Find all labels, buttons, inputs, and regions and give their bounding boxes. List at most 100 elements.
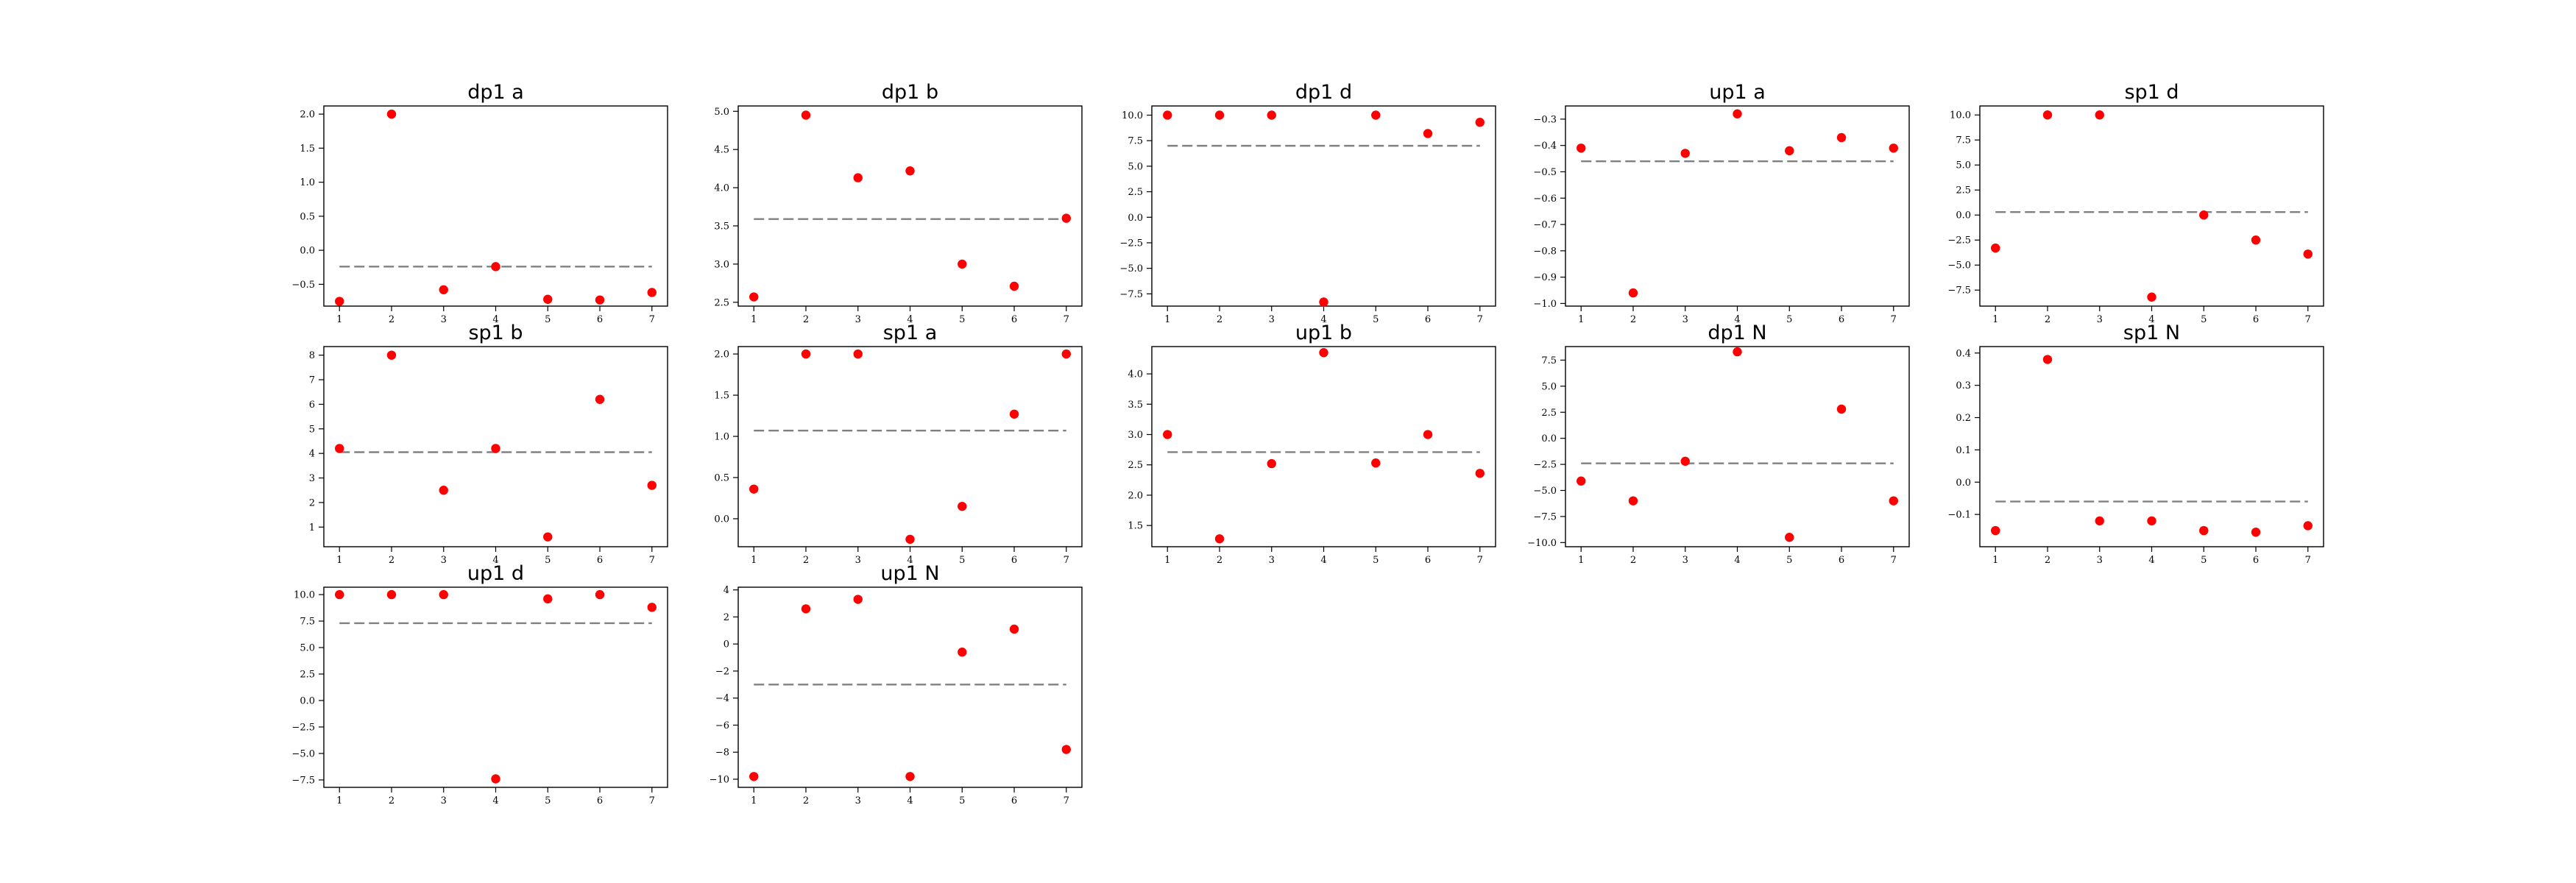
x-tick-label: 1 [1578, 555, 1584, 566]
data-point [439, 486, 448, 495]
data-point [1475, 118, 1485, 127]
y-tick-label: 10.0 [294, 590, 315, 601]
x-tick-label: 6 [597, 795, 603, 806]
data-point [491, 444, 500, 453]
data-point [1009, 281, 1019, 291]
data-point [1371, 458, 1381, 468]
data-point [1785, 146, 1794, 156]
data-point [1991, 243, 2000, 253]
data-point [958, 648, 967, 657]
x-tick-label: 6 [1839, 555, 1844, 566]
y-tick-label: −5.0 [1119, 263, 1143, 274]
y-tick-label: −10.0 [1527, 538, 1557, 549]
data-point [1371, 110, 1381, 120]
y-tick-label: 1.0 [714, 432, 729, 443]
y-tick-label: 4.5 [714, 145, 729, 156]
panel-title: dp1 a [467, 81, 524, 104]
x-tick-label: 2 [1217, 555, 1222, 566]
y-tick-label: −5.0 [291, 748, 315, 759]
data-point [1423, 430, 1433, 439]
data-point [1009, 624, 1019, 634]
data-point [1889, 496, 1898, 506]
y-tick-label: 0.0 [300, 695, 315, 706]
y-tick-label: −2.5 [291, 722, 315, 733]
panel-up1-b: up1 b 1 2 3 4 5 6 7 1.5 2.0 2.5 3.0 3.5 4.0 [1128, 322, 1496, 566]
x-tick-label: 6 [1425, 314, 1431, 325]
x-tick-label: 2 [389, 795, 394, 806]
data-point [335, 589, 344, 600]
panel-title: up1 a [1709, 81, 1766, 104]
data-point [386, 109, 397, 119]
x-tick-label: 2 [1630, 314, 1636, 325]
panel-sp1-b: sp1 b 1 2 3 4 5 6 7 1 2 3 4 5 6 7 8 [309, 322, 668, 566]
data-point [2251, 528, 2261, 537]
x-tick-label: 4 [492, 795, 498, 806]
data-point [2303, 249, 2313, 259]
data-point [2199, 525, 2209, 536]
y-tick-label: 2.0 [300, 110, 315, 121]
x-tick-label: 1 [751, 314, 757, 325]
data-point [2303, 521, 2313, 531]
panel-dp1-d: dp1 d 1 2 3 4 5 6 7 −7.5 −5.0 −2.5 0.0 2.5 5.0 7.5 10.0 [1119, 81, 1496, 325]
data-point [647, 480, 657, 490]
data-point [2042, 110, 2053, 120]
x-tick-label: 4 [1320, 555, 1326, 566]
y-tick-label: −7.5 [1533, 511, 1557, 522]
x-tick-label: 7 [1064, 795, 1069, 806]
y-tick-label: 2.5 [1128, 460, 1143, 471]
x-tick-label: 1 [1992, 555, 1998, 566]
data-point [1628, 288, 1638, 298]
data-point [595, 589, 605, 600]
x-tick-label: 1 [1992, 314, 1998, 325]
data-point [1267, 458, 1276, 469]
data-point [1163, 430, 1172, 439]
data-point [1423, 129, 1433, 138]
data-point [595, 295, 605, 305]
data-point [749, 772, 759, 781]
y-tick-label: 1.5 [1128, 521, 1143, 532]
y-tick-label: 5 [309, 424, 315, 435]
x-tick-label: 1 [751, 795, 757, 806]
panel-up1-n: up1 N 1 2 3 4 5 6 7 −10 −8 −6 −4 −2 0 2 4 [710, 562, 1083, 806]
axes-frame [323, 105, 668, 307]
x-tick-label: 5 [2201, 555, 2207, 566]
data-point [1733, 347, 1742, 357]
y-tick-label: 0.0 [300, 246, 315, 257]
x-tick-label: 6 [1011, 795, 1017, 806]
y-tick-label: 2.5 [714, 297, 729, 308]
y-tick-label: −5.0 [1533, 486, 1557, 497]
panel-dp1-a: dp1 a 1 2 3 4 5 6 7 −0.5 0.0 0.5 1.0 1.5 2.0 [291, 81, 668, 325]
data-point [2147, 292, 2156, 302]
y-tick-label: 0.4 [1956, 348, 1971, 359]
y-tick-label: −2 [715, 666, 729, 677]
data-point [801, 604, 811, 614]
axes-frame [1979, 105, 2324, 307]
y-tick-label: 1.5 [300, 143, 315, 155]
x-tick-label: 7 [649, 314, 655, 325]
x-tick-label: 7 [649, 795, 655, 806]
data-point [2199, 210, 2209, 220]
x-tick-label: 1 [336, 795, 342, 806]
x-tick-label: 2 [803, 555, 809, 566]
data-point [801, 349, 811, 359]
y-tick-label: 3.5 [714, 221, 729, 232]
y-tick-label: 2 [309, 497, 315, 508]
y-tick-label: 5.0 [1541, 381, 1557, 392]
y-tick-label: 2.5 [1956, 185, 1971, 196]
x-tick-label: 5 [545, 314, 551, 325]
y-tick-label: −4 [715, 693, 729, 704]
data-point [1680, 149, 1690, 158]
y-tick-label: 8 [309, 350, 315, 361]
x-tick-label: 4 [492, 314, 498, 325]
data-point [853, 173, 863, 182]
y-tick-label: 0.5 [714, 472, 729, 483]
x-tick-label: 3 [855, 555, 861, 566]
y-tick-label: 4.0 [714, 183, 729, 194]
x-tick-label: 1 [751, 555, 757, 566]
y-tick-label: 5.0 [300, 643, 315, 654]
data-point [335, 297, 344, 306]
y-tick-label: −5.0 [1947, 260, 1971, 272]
x-tick-label: 3 [2097, 555, 2103, 566]
panel-dp1-b: dp1 b 1 2 3 4 5 6 7 2.5 3.0 3.5 4.0 4.5 5.0 [714, 81, 1083, 325]
y-tick-label: 0.0 [1541, 433, 1557, 444]
